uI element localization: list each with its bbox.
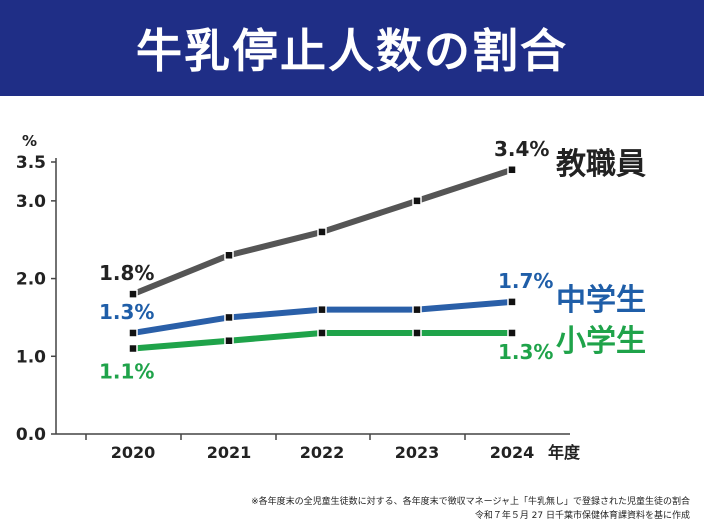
data-point	[412, 196, 422, 206]
footnote-line-1: ※各年度末の全児童生徒数に対する、各年度末で徴収マネージャ上「牛乳無し」で登録さ…	[251, 497, 690, 507]
data-point	[317, 227, 327, 237]
y-tick-label: 3.0	[16, 192, 46, 212]
data-point	[507, 165, 517, 175]
title-banner: 牛乳停止人数の割合	[0, 0, 704, 96]
data-point	[128, 328, 138, 338]
series-name-label: 教職員	[556, 147, 646, 182]
series-name-label: 小学生	[556, 324, 646, 359]
data-point	[412, 304, 422, 315]
data-label-end: 3.4%	[494, 137, 549, 161]
data-label-start: 1.3%	[99, 300, 154, 324]
data-label-end: 1.3%	[498, 340, 553, 364]
x-tick-label: 2020	[111, 443, 156, 462]
data-point	[507, 328, 517, 338]
data-point	[224, 335, 234, 346]
data-point	[128, 289, 138, 299]
x-tick-label: 2023	[395, 443, 440, 462]
x-axis-unit: 年度	[548, 443, 581, 462]
y-tick-label: 0.0	[16, 425, 46, 445]
chart-title: 牛乳停止人数の割合	[136, 24, 568, 78]
x-tick-label: 2022	[300, 443, 345, 462]
series-name-label: 中学生	[556, 283, 646, 318]
data-label-start: 1.8%	[99, 261, 154, 285]
data-point	[317, 328, 327, 338]
data-point	[128, 343, 138, 354]
data-label-start: 1.1%	[99, 360, 154, 384]
footnote-line-2: 令和７年５月 27 日千葉市保健体育課資料を基に作成	[474, 511, 690, 521]
y-axis-unit: %	[22, 132, 37, 150]
data-point	[412, 328, 422, 338]
data-point	[224, 250, 234, 261]
data-point	[224, 312, 234, 323]
y-tick-label: 2.0	[16, 270, 46, 290]
x-tick-label: 2024	[490, 443, 535, 462]
line-chart: % 0.0 1.0 2.0 3.0 3.5 2020 2021 2022 2023 2024 年度 1.…	[16, 132, 646, 462]
y-tick-label: 3.5	[16, 153, 46, 173]
x-tick-label: 2021	[207, 443, 252, 462]
data-point	[507, 297, 517, 307]
y-tick-label: 1.0	[16, 347, 46, 367]
data-point	[317, 304, 327, 315]
data-label-end: 1.7%	[498, 269, 553, 293]
